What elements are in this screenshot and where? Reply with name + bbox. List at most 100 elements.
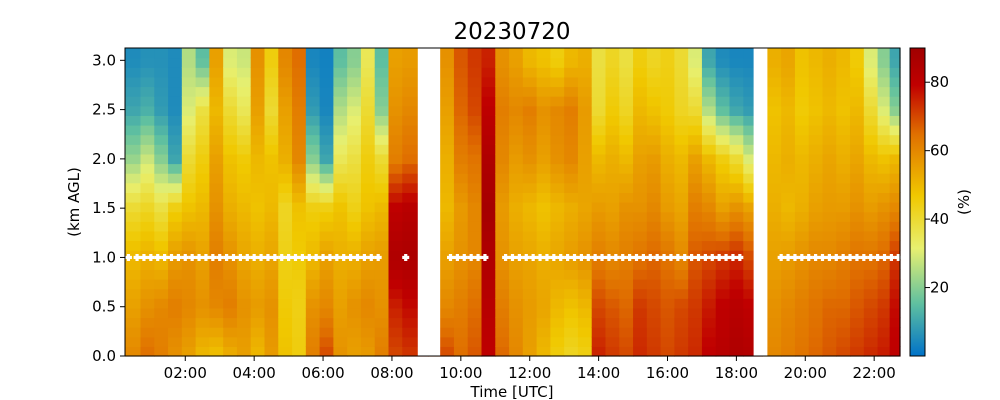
heatmap-cell — [509, 48, 524, 59]
heatmap-cell — [877, 327, 891, 338]
heatmap-cell — [223, 317, 238, 328]
heatmap-cell — [863, 288, 879, 299]
heatmap-cell — [319, 173, 334, 184]
heatmap-cell — [481, 96, 496, 107]
heatmap-cell — [619, 307, 634, 319]
cloud-base-marker — [777, 253, 785, 261]
heatmap-cell — [305, 182, 321, 193]
heatmap-cell — [591, 105, 607, 116]
heatmap-cell — [743, 96, 763, 107]
heatmap-cell — [278, 336, 293, 347]
heatmap-cell — [453, 298, 469, 309]
heatmap-cell — [633, 115, 648, 126]
heatmap-cell — [236, 288, 252, 299]
heatmap-cell — [729, 288, 744, 299]
heatmap-cell — [223, 221, 238, 232]
heatmap-cell — [250, 259, 266, 270]
heatmap-cell — [836, 230, 851, 242]
heatmap-cell — [333, 240, 348, 251]
heatmap-cell — [402, 48, 429, 59]
heatmap-cell — [836, 317, 851, 328]
heatmap-cell — [360, 48, 376, 59]
heatmap-cell — [374, 317, 390, 328]
heatmap-cell — [453, 163, 469, 174]
cloud-base-marker — [708, 253, 716, 261]
heatmap-cell — [762, 327, 782, 338]
heatmap-cell — [467, 269, 483, 280]
heatmap-cell — [674, 317, 689, 328]
heatmap-cell — [305, 317, 321, 328]
heatmap-cell — [836, 173, 851, 184]
cloud-base-marker — [571, 253, 578, 261]
heatmap-cell — [264, 105, 279, 116]
heatmap-cell — [564, 317, 579, 328]
heatmap-cell — [674, 192, 689, 203]
heatmap-cell — [467, 86, 483, 97]
heatmap-cell — [743, 144, 763, 155]
heatmap-cell — [729, 86, 744, 97]
heatmap-cell — [388, 336, 403, 347]
heatmap-cell — [889, 211, 901, 222]
heatmap-cell — [453, 57, 469, 68]
heatmap-cell — [536, 173, 551, 184]
heatmap-cell — [633, 134, 648, 145]
heatmap-cell — [374, 57, 390, 68]
heatmap-cell — [577, 48, 593, 59]
heatmap-cell — [646, 230, 662, 242]
heatmap-cell — [428, 240, 455, 251]
heatmap-cell — [660, 317, 675, 328]
heatmap-cell — [822, 96, 837, 107]
heatmap-cell — [781, 182, 796, 193]
heatmap-cell — [236, 115, 252, 126]
heatmap-cell — [347, 57, 362, 68]
heatmap-cell — [836, 288, 851, 299]
heatmap-cell — [674, 115, 689, 126]
heatmap-cell — [877, 307, 891, 319]
heatmap-cell — [402, 144, 429, 155]
heatmap-cell — [619, 134, 634, 145]
heatmap-cell — [836, 298, 851, 309]
heatmap-cell — [577, 182, 593, 193]
cloud-base-marker — [292, 253, 299, 261]
heatmap-cell — [536, 153, 551, 165]
heatmap-cell — [536, 163, 551, 174]
heatmap-cell — [619, 230, 634, 242]
heatmap-cell — [209, 240, 224, 251]
heatmap-cell — [808, 105, 824, 116]
heatmap-cell — [292, 346, 307, 357]
heatmap-cell — [264, 279, 279, 290]
heatmap-cell — [333, 298, 348, 309]
heatmap-cell — [140, 86, 155, 97]
heatmap-cell — [660, 346, 675, 357]
heatmap-cell — [467, 182, 483, 193]
heatmap-cell — [877, 279, 891, 290]
heatmap-cell — [481, 48, 496, 59]
heatmap-cell — [223, 144, 238, 155]
heatmap-cell — [701, 346, 717, 357]
heatmap-cell — [536, 317, 551, 328]
heatmap-cell — [195, 250, 210, 261]
heatmap-cell — [564, 279, 579, 290]
heatmap-cell — [250, 211, 266, 222]
heatmap-cell — [360, 76, 376, 88]
cloud-base-marker — [598, 253, 606, 261]
heatmap-cell — [781, 163, 796, 174]
heatmap-cell — [467, 307, 483, 319]
heatmap-cell — [374, 153, 390, 165]
heatmap-cell — [522, 96, 538, 107]
heatmap-cell — [453, 182, 469, 193]
heatmap-cell — [154, 144, 169, 155]
heatmap-cell — [577, 336, 593, 347]
heatmap-cell — [140, 279, 155, 290]
heatmap-cell — [660, 153, 675, 165]
heatmap-cell — [209, 250, 224, 261]
heatmap-cell — [428, 163, 455, 174]
heatmap-cell — [278, 86, 293, 97]
heatmap-cell — [850, 288, 865, 299]
heatmap-cell — [453, 125, 469, 136]
cloud-base-marker — [681, 253, 689, 261]
heatmap-cell — [715, 327, 731, 338]
heatmap-cell — [808, 336, 824, 347]
heatmap-cell — [319, 279, 334, 290]
heatmap-cell — [808, 86, 824, 97]
